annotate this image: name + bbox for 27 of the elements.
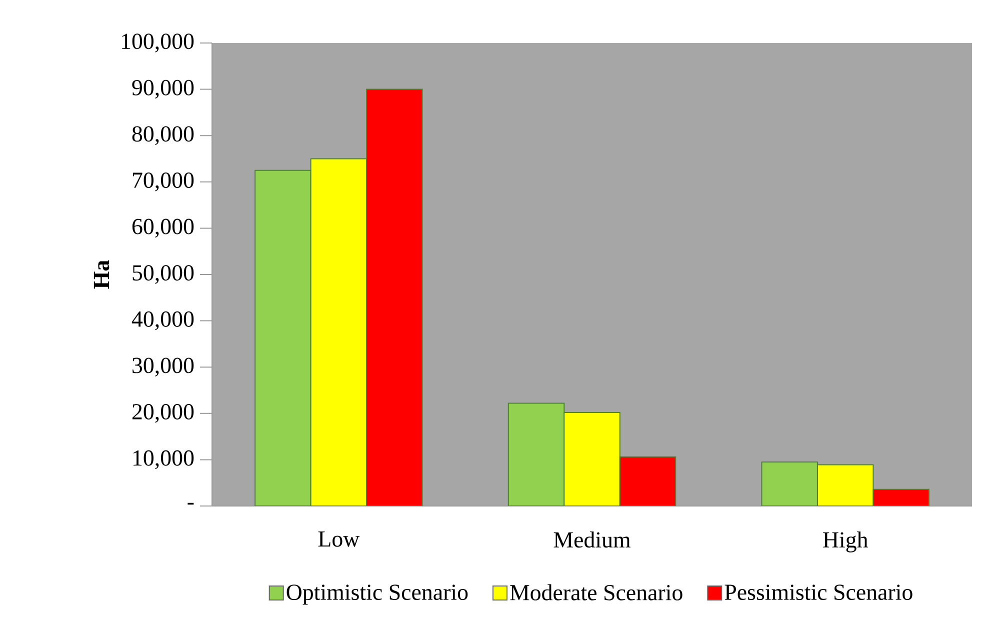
legend-label: Optimistic Scenario <box>286 584 468 605</box>
bar <box>761 462 818 506</box>
bar <box>872 488 930 506</box>
y-tick-label: 40,000 <box>132 311 194 330</box>
legend-label: Pessimistic Scenario <box>724 584 912 600</box>
y-tick-label: 100,000 <box>122 34 194 52</box>
x-tick-label: High <box>823 532 868 552</box>
bar <box>366 88 423 506</box>
y-tick-label: 70,000 <box>132 172 194 192</box>
y-tick-label: 30,000 <box>132 358 194 376</box>
bar <box>508 402 565 506</box>
bar <box>564 412 620 506</box>
x-tick-label: Low <box>318 532 360 547</box>
legend-label: Moderate Scenario <box>510 584 682 600</box>
x-tick-label: Medium <box>554 532 630 548</box>
y-tick-label: 80,000 <box>132 126 194 145</box>
y-tick-label: - <box>188 502 194 505</box>
y-tick-label: 20,000 <box>132 404 194 423</box>
bar <box>310 158 368 506</box>
y-tick-label: 60,000 <box>132 218 194 238</box>
bar <box>816 464 874 506</box>
bar <box>254 170 312 506</box>
y-tick-label: 10,000 <box>133 450 194 470</box>
y-axis-title: Ha <box>94 260 110 289</box>
bar <box>619 456 676 506</box>
y-tick-label: 90,000 <box>132 80 194 99</box>
y-tick-label: 50,000 <box>132 265 194 284</box>
